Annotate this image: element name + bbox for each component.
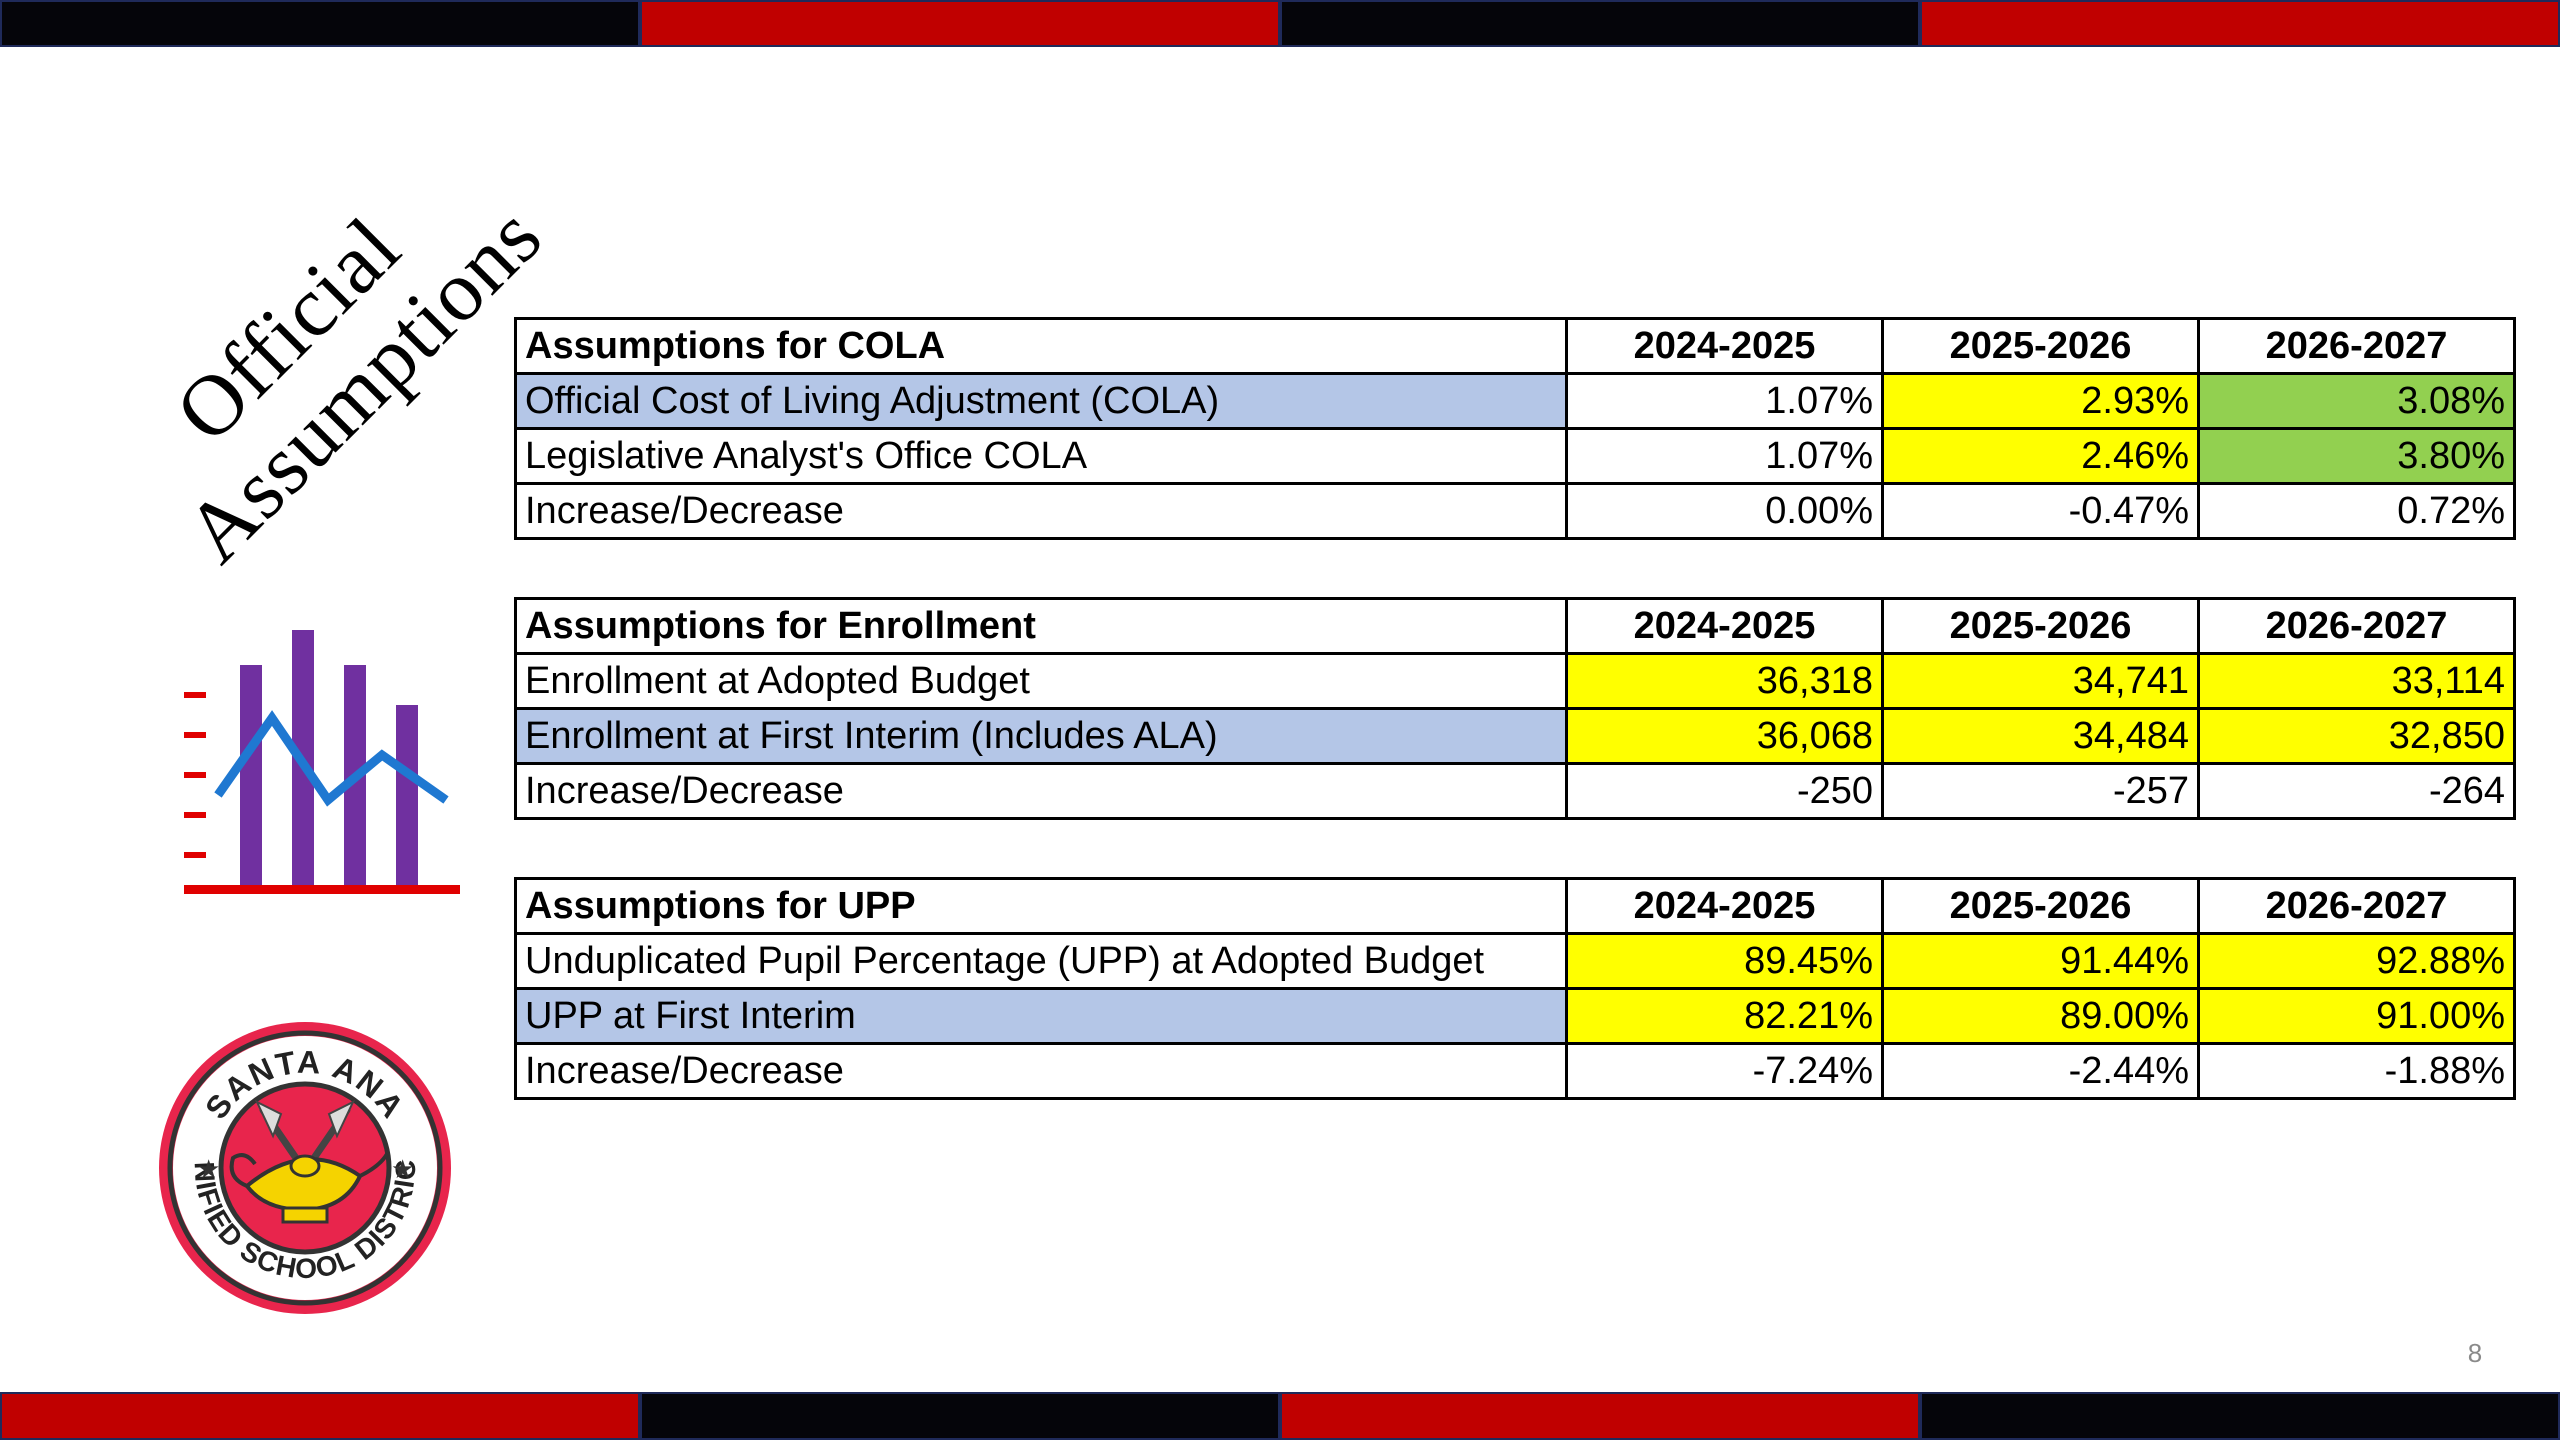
chart-icon-ticks: [184, 692, 206, 858]
cell-value: 1.07%: [1565, 372, 1884, 430]
santa-ana-usd-seal: SANTA ANA UNIFIED SCHOOL DISTRICT ★ ★: [155, 1018, 451, 1314]
row-label: Legislative Analyst's Office COLA: [514, 427, 1568, 485]
table-row: Enrollment at First Interim (Includes AL…: [514, 707, 2516, 765]
table-row: Increase/Decrease 0.00% -0.47% 0.72%: [514, 482, 2516, 540]
cell-value: 91.00%: [2197, 987, 2516, 1045]
cola-table: Assumptions for COLA 2024-2025 2025-2026…: [514, 317, 2516, 540]
table-row: Unduplicated Pupil Percentage (UPP) at A…: [514, 932, 2516, 990]
table-header-row: Assumptions for COLA 2024-2025 2025-2026…: [514, 317, 2516, 375]
band-segment-black: [1280, 0, 1920, 47]
year-header: 2026-2027: [2197, 877, 2516, 935]
row-label: UPP at First Interim: [514, 987, 1568, 1045]
seal-lamp: [229, 1152, 389, 1224]
table-row: Official Cost of Living Adjustment (COLA…: [514, 372, 2516, 430]
cell-value: -250: [1565, 762, 1884, 820]
cell-value: -257: [1881, 762, 2200, 820]
year-header: 2024-2025: [1565, 877, 1884, 935]
table-row: UPP at First Interim 82.21% 89.00% 91.00…: [514, 987, 2516, 1045]
cell-value: -1.88%: [2197, 1042, 2516, 1100]
assumptions-tables: Assumptions for COLA 2024-2025 2025-2026…: [514, 317, 2516, 1157]
table-row: Increase/Decrease -7.24% -2.44% -1.88%: [514, 1042, 2516, 1100]
band-segment-black: [1920, 1392, 2560, 1440]
cell-value: -264: [2197, 762, 2516, 820]
bar-line-chart-icon: [184, 630, 460, 894]
slide-title-area: Official Assumptions: [95, 150, 560, 580]
year-header: 2026-2027: [2197, 317, 2516, 375]
band-segment-red: [1280, 1392, 1920, 1440]
cell-value: 33,114: [2197, 652, 2516, 710]
band-segment-black: [0, 0, 640, 47]
year-header: 2025-2026: [1881, 597, 2200, 655]
table-row: Enrollment at Adopted Budget 36,318 34,7…: [514, 652, 2516, 710]
row-label: Unduplicated Pupil Percentage (UPP) at A…: [514, 932, 1568, 990]
table-row: Legislative Analyst's Office COLA 1.07% …: [514, 427, 2516, 485]
cell-value: -2.44%: [1881, 1042, 2200, 1100]
cell-value: 2.93%: [1881, 372, 2200, 430]
top-color-band: [0, 0, 2560, 47]
cell-value: 36,318: [1565, 652, 1884, 710]
table-header-row: Assumptions for Enrollment 2024-2025 202…: [514, 597, 2516, 655]
row-label: Enrollment at First Interim (Includes AL…: [514, 707, 1568, 765]
table-title: Assumptions for COLA: [514, 317, 1568, 375]
bottom-color-band: [0, 1392, 2560, 1440]
table-header-row: Assumptions for UPP 2024-2025 2025-2026 …: [514, 877, 2516, 935]
row-label: Official Cost of Living Adjustment (COLA…: [514, 372, 1568, 430]
cell-value: 89.45%: [1565, 932, 1884, 990]
cell-value: 89.00%: [1881, 987, 2200, 1045]
cell-value: 32,850: [2197, 707, 2516, 765]
table-title: Assumptions for UPP: [514, 877, 1568, 935]
table-title: Assumptions for Enrollment: [514, 597, 1568, 655]
cell-value: 34,484: [1881, 707, 2200, 765]
row-label: Increase/Decrease: [514, 1042, 1568, 1100]
upp-table: Assumptions for UPP 2024-2025 2025-2026 …: [514, 877, 2516, 1100]
cell-value: 92.88%: [2197, 932, 2516, 990]
cell-value: 1.07%: [1565, 427, 1884, 485]
cell-value: 0.72%: [2197, 482, 2516, 540]
cell-value: 3.80%: [2197, 427, 2516, 485]
page-number: 8: [2467, 1338, 2483, 1368]
chart-icon-axis: [184, 885, 460, 894]
cell-value: -7.24%: [1565, 1042, 1884, 1100]
row-label: Increase/Decrease: [514, 482, 1568, 540]
cell-value: -0.47%: [1881, 482, 2200, 540]
band-segment-red: [1920, 0, 2560, 47]
chart-icon-bars: [240, 630, 418, 885]
year-header: 2024-2025: [1565, 597, 1884, 655]
band-segment-red: [640, 0, 1280, 47]
year-header: 2026-2027: [2197, 597, 2516, 655]
slide-title: Official Assumptions: [103, 145, 560, 580]
cell-value: 0.00%: [1565, 482, 1884, 540]
seal-star-left: ★: [197, 1155, 220, 1185]
table-row: Increase/Decrease -250 -257 -264: [514, 762, 2516, 820]
cell-value: 82.21%: [1565, 987, 1884, 1045]
cell-value: 3.08%: [2197, 372, 2516, 430]
year-header: 2025-2026: [1881, 877, 2200, 935]
year-header: 2025-2026: [1881, 317, 2200, 375]
seal-star-right: ★: [391, 1155, 414, 1185]
year-header: 2024-2025: [1565, 317, 1884, 375]
enrollment-table: Assumptions for Enrollment 2024-2025 202…: [514, 597, 2516, 820]
row-label: Increase/Decrease: [514, 762, 1568, 820]
band-segment-red: [0, 1392, 640, 1440]
cell-value: 36,068: [1565, 707, 1884, 765]
cell-value: 2.46%: [1881, 427, 2200, 485]
cell-value: 34,741: [1881, 652, 2200, 710]
row-label: Enrollment at Adopted Budget: [514, 652, 1568, 710]
cell-value: 91.44%: [1881, 932, 2200, 990]
chart-icon-line: [214, 710, 449, 807]
band-segment-black: [640, 1392, 1280, 1440]
